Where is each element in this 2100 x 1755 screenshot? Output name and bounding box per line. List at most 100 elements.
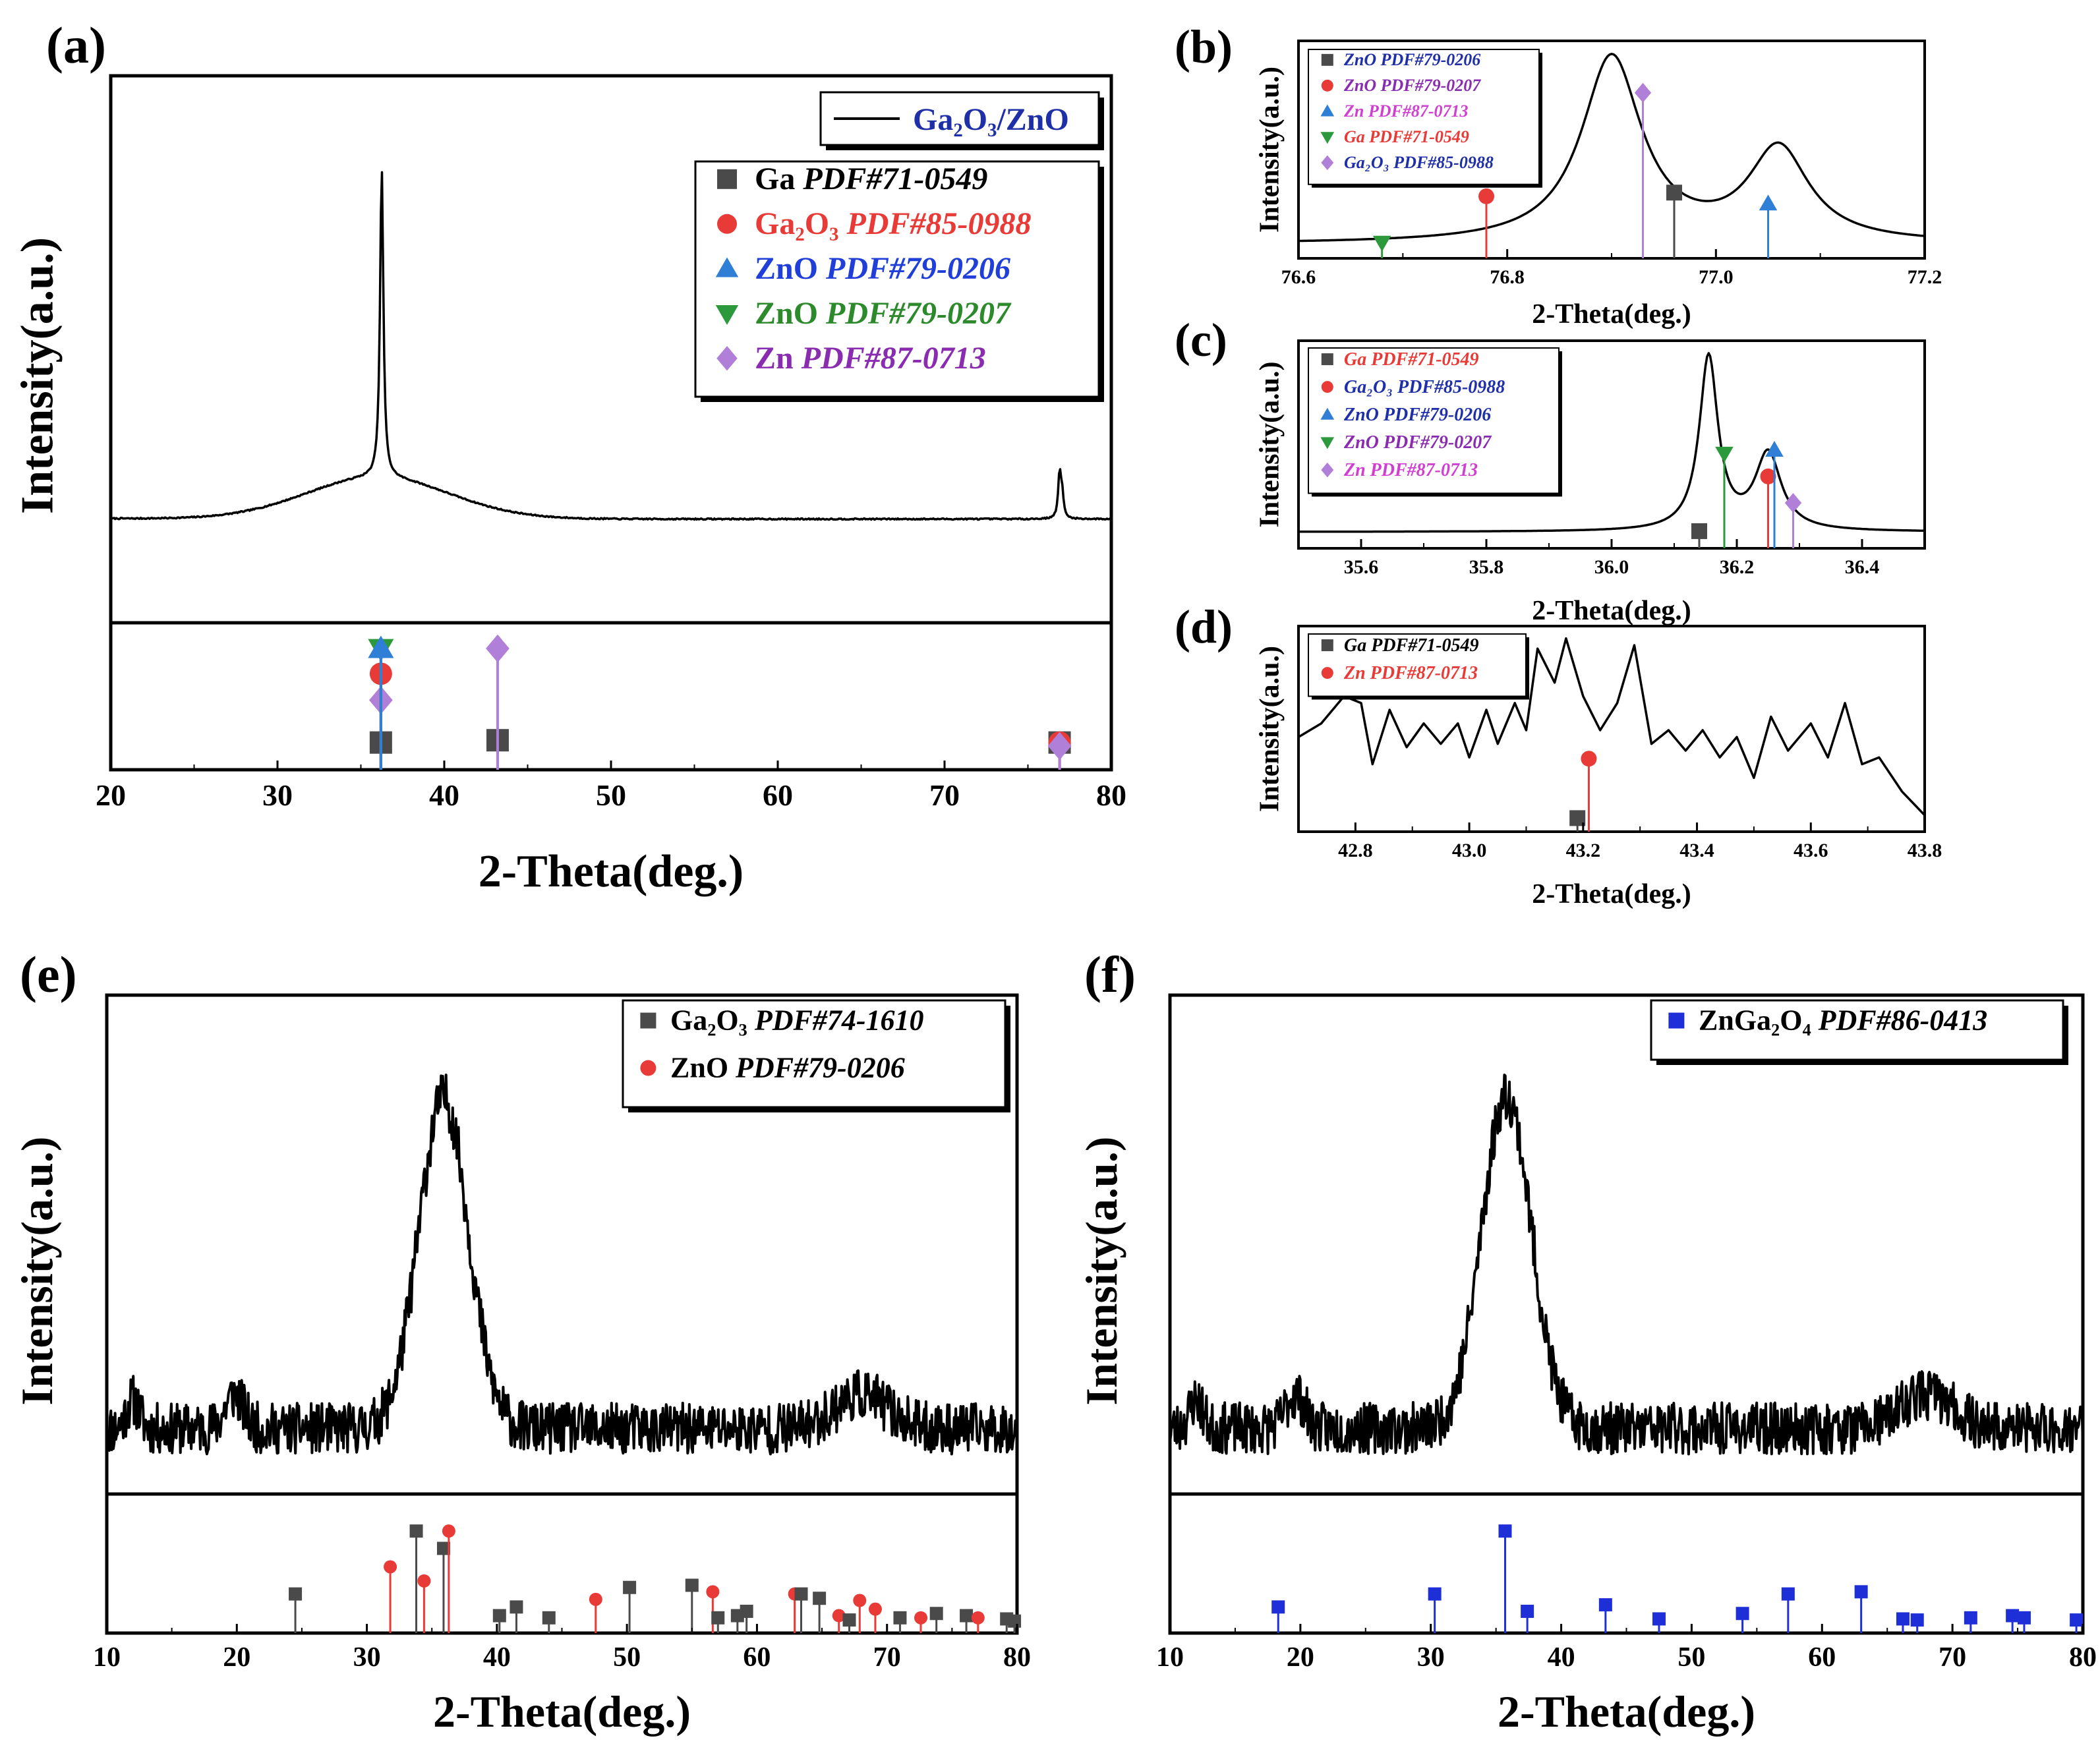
x-tick-label: 43.0	[1452, 840, 1487, 861]
legend-label: Ga₂O₃ PDF#85-0988	[1344, 153, 1494, 172]
peak-marker	[1008, 1614, 1022, 1628]
legend-label: ZnO PDF#79-0207	[755, 296, 1012, 331]
x-tick-label: 50	[596, 778, 626, 812]
legend-box	[694, 160, 1100, 398]
legend-marker	[716, 346, 738, 371]
x-tick-label: 43.4	[1679, 840, 1714, 861]
peak-marker	[868, 1602, 882, 1616]
x-tick-label: 36.2	[1720, 556, 1755, 578]
y-axis-label: Intensity(a.u.)	[1255, 646, 1285, 812]
peak-marker	[914, 1611, 928, 1625]
x-tick-label: 43.6	[1794, 840, 1828, 861]
peak-marker	[492, 1609, 506, 1623]
legend-label: Ga₂O₃ PDF#85-0988	[1344, 377, 1505, 397]
peak-marker	[794, 1587, 808, 1601]
xrd-curve	[109, 171, 1112, 521]
legend-prefix: ZnO	[755, 296, 826, 331]
peak-marker	[1964, 1611, 1977, 1625]
x-tick-label: 40	[1548, 1642, 1575, 1673]
peak-marker	[1854, 1585, 1868, 1599]
legend: ZnO PDF#79-0206 ZnO PDF#79-0207 Zn PDF#87-…	[1308, 49, 1542, 188]
peak-marker	[1765, 440, 1784, 457]
peak-marker	[842, 1613, 856, 1627]
legend-marker	[1668, 1012, 1685, 1029]
peak-marker	[623, 1580, 637, 1594]
legend-box	[1308, 633, 1527, 697]
legend-label: ZnO PDF#79-0206	[755, 251, 1010, 286]
peak-marker	[813, 1592, 827, 1605]
xrd-curve	[1169, 1074, 2084, 1456]
x-tick-label: 43.2	[1566, 840, 1601, 861]
panel-c: (c) 35.6 35.8 36.0 36.2 36.4 2-Theta(deg.) Inte…	[1175, 314, 1926, 626]
legend-label: ZnO PDF#79-0206	[1343, 50, 1480, 69]
panel-label-b: (b)	[1175, 20, 1233, 73]
legend-item: Zn PDF#87-0713	[1320, 101, 1469, 121]
legend-item: Ga₂O₃ PDF#85-0988	[1321, 153, 1494, 172]
x-tick-label: 30	[262, 778, 293, 812]
legend-pdf: PDF#85-0988	[846, 206, 1031, 241]
legend-label: Ga PDF#71-0549	[1344, 635, 1479, 656]
legend-marker	[1321, 155, 1334, 171]
x-tick-label: 40	[429, 778, 459, 812]
peak-marker	[1428, 1587, 1442, 1601]
legend-item: ZnO PDF#79-0206	[715, 251, 1010, 286]
x-tick-label: 80	[2069, 1642, 2097, 1673]
x-tick-label: 76.8	[1490, 266, 1525, 288]
panel-label-a: (a)	[46, 16, 106, 74]
peak-marker	[893, 1611, 907, 1625]
legend-item: Ga PDF#71-0549	[1320, 127, 1469, 146]
legend-marker	[717, 214, 737, 234]
peak-marker	[409, 1524, 423, 1538]
legend-marker	[1321, 381, 1333, 393]
legend-box	[1650, 999, 2064, 1061]
peak-marker	[1910, 1613, 1924, 1627]
plot-frame	[1297, 625, 1926, 833]
x-tick-label: 36.0	[1594, 556, 1629, 578]
x-tick-label: 60	[1808, 1642, 1836, 1673]
legend-label: Ga PDF#71-0549	[1344, 349, 1479, 370]
peak-marker	[929, 1607, 943, 1621]
panel-b: (b) 76.6 76.8 77.0 77.2 2-Theta(deg.) Intensit…	[1175, 20, 1942, 330]
peak-marker	[1634, 82, 1652, 103]
panel-e: (e) 10 20 30 40 50 60 70 80 2-Theta(deg.) Intensit…	[12, 946, 1031, 1737]
peak-marker	[1784, 493, 1802, 513]
peak-marker	[706, 1585, 720, 1599]
peak-marker	[740, 1604, 753, 1618]
legend-item: Zn PDF#87-0713	[1321, 460, 1478, 480]
legend-marker	[1321, 462, 1334, 478]
legend: Ga PDF#71-0549 Zn PDF#87-0713	[1308, 633, 1529, 700]
legend-prefix: ZnO	[670, 1052, 736, 1084]
legend-label: Zn PDF#87-0713	[1343, 663, 1478, 683]
x-axis-label: 2-Theta(deg.)	[479, 846, 744, 897]
y-axis-label: Intensity(a.u.)	[13, 237, 63, 514]
legend-item: ZnO PDF#79-0207	[1320, 432, 1492, 453]
peak-marker	[1781, 1587, 1795, 1601]
x-tick-label: 60	[763, 778, 793, 812]
peak-marker	[1047, 732, 1072, 761]
legend: Ga PDF#71-0549 Ga₂O₃ PDF#85-0988 ZnO PDF#7…	[694, 160, 1104, 402]
peak-marker	[1666, 185, 1682, 201]
peak-marker	[711, 1611, 725, 1625]
legend-marker	[1321, 639, 1333, 652]
legend-item: ZnO PDF#79-0206	[1320, 405, 1491, 425]
legend-pdf: PDF#87-0713	[801, 341, 986, 376]
x-tick-label: 50	[613, 1642, 641, 1673]
peak-marker	[442, 1524, 455, 1538]
legend-label: Ga PDF#71-0549	[1344, 127, 1469, 146]
legend-label: ZnO PDF#79-0207	[1343, 432, 1492, 453]
x-tick-label: 20	[96, 778, 126, 812]
legend-box	[1308, 49, 1540, 185]
peak-marker	[1581, 751, 1597, 767]
peak-marker	[1759, 194, 1778, 211]
legend: Ga PDF#71-0549 Ga₂O₃ PDF#85-0988 ZnO PDF#7…	[1308, 347, 1562, 497]
legend-item: Ga₂O₃ PDF#85-0988	[717, 206, 1031, 241]
legend-item: ZnO PDF#79-0207	[715, 296, 1012, 331]
plot-frame	[1168, 993, 2085, 1635]
panel-label-c: (c)	[1175, 314, 1227, 366]
legend-label: Ga PDF#71-0549	[755, 161, 987, 196]
legend-item: Ga PDF#71-0549	[717, 161, 987, 196]
legend-marker	[1321, 667, 1333, 679]
x-tick-label: 70	[929, 778, 960, 812]
peak-marker	[289, 1587, 303, 1601]
